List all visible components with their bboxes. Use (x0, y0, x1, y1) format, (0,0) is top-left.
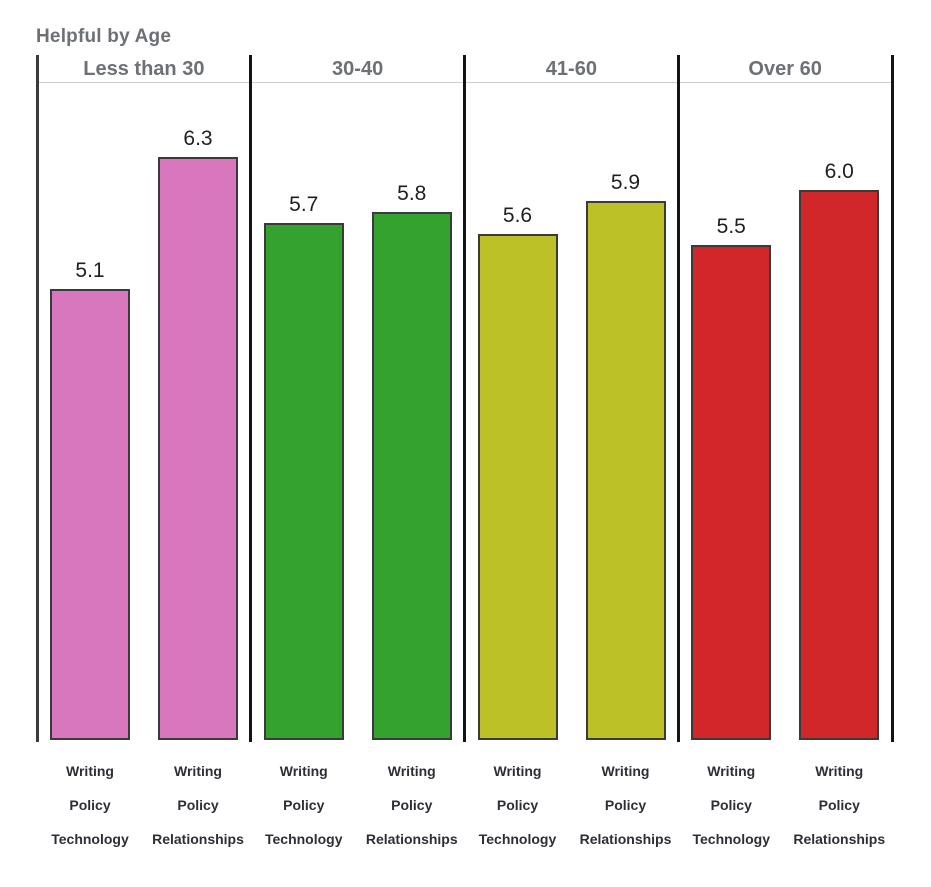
category-label-line: Policy (391, 797, 433, 813)
category-label-line: Writing (279, 763, 328, 779)
bar-value-label: 5.6 (502, 204, 533, 227)
category-label-line: Writing (174, 763, 222, 779)
bar-value-label: 5.1 (75, 259, 105, 282)
bar (585, 201, 666, 740)
category-label-line: Writing (387, 763, 436, 779)
group-divider (249, 55, 253, 742)
category-label-line: Relationships (579, 831, 672, 847)
category-label-line: Technology (264, 831, 343, 847)
bar (50, 289, 130, 740)
group-header: 30-40 (332, 58, 384, 80)
category-label-line: Policy (710, 797, 752, 813)
right-edge-line (890, 55, 894, 742)
left-edge-line (35, 55, 39, 742)
bar (691, 245, 772, 740)
category-label-line: Writing (601, 763, 650, 779)
category-label-line: Technology (478, 831, 557, 847)
bar-value-label: 6.3 (183, 127, 213, 150)
bar-value-label: 5.7 (289, 193, 319, 216)
bar-value-label: 5.5 (716, 215, 746, 238)
category-label-line: Relationships (152, 831, 244, 847)
bar (799, 190, 880, 740)
bar (477, 234, 558, 740)
group-header: 41-60 (545, 58, 597, 80)
bar (158, 157, 238, 740)
category-label-line: Policy (818, 797, 860, 813)
category-label-line: Policy (69, 797, 111, 813)
category-label-line: Relationships (365, 831, 458, 847)
category-label-line: Technology (51, 831, 129, 847)
category-label-line: Writing (493, 763, 542, 779)
category-label-line: Policy (177, 797, 219, 813)
group-header: Over 60 (748, 58, 822, 80)
bar (371, 212, 452, 740)
bar-value-label: 5.8 (397, 182, 427, 205)
category-label-line: Writing (66, 763, 114, 779)
category-label-line: Policy (496, 797, 539, 813)
bar (263, 223, 344, 740)
bar-value-label: 6.0 (824, 160, 854, 183)
category-label-line: Policy (604, 797, 647, 813)
group-divider (676, 55, 680, 742)
chart-title: Helpful by Age (36, 26, 172, 47)
category-label-line: Policy (283, 797, 325, 813)
category-label-line: Writing (815, 763, 864, 779)
category-label-line: Relationships (793, 831, 886, 847)
category-label-line: Writing (707, 763, 756, 779)
category-label-line: Technology (692, 831, 771, 847)
bar-value-label: 5.9 (610, 171, 641, 194)
group-header: Less than 30 (83, 58, 205, 80)
group-divider (463, 55, 466, 742)
